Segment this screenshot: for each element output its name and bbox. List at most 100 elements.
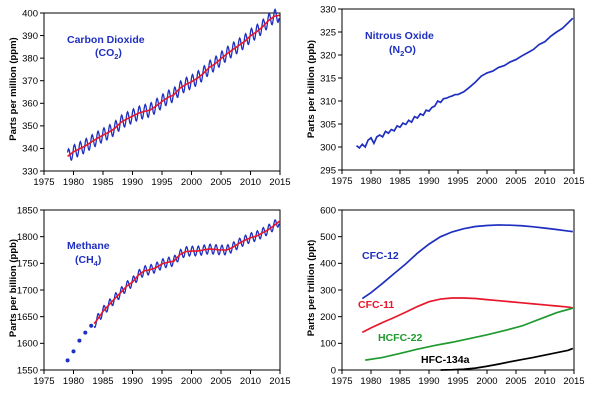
- panel-halocarbons: Parts per trillion (ppt) 0 100 200 300 400 50…: [306, 205, 585, 387]
- x-tick-label: 1995: [151, 376, 172, 387]
- series-label-cfc-12: CFC-12: [362, 250, 399, 262]
- x-tick-label: 2015: [269, 177, 290, 188]
- x-tick-label: 1980: [360, 376, 381, 387]
- y-tick-label: 400: [22, 8, 38, 19]
- y-tick-label: 305: [320, 119, 336, 130]
- x-tick-label: 1980: [360, 176, 381, 187]
- y-tick-label: 1700: [17, 285, 38, 296]
- y-tick-label: 500: [320, 232, 336, 243]
- x-tick-label: 1985: [92, 376, 113, 387]
- annotation-label: (CH4): [75, 254, 101, 268]
- annotation-label: Carbon Dioxide: [67, 34, 145, 46]
- x-tick-label: 2010: [240, 376, 261, 387]
- y-tick-label: 1800: [17, 232, 38, 243]
- x-tick-label: 2010: [534, 176, 555, 187]
- y-tick-label: 295: [320, 165, 336, 176]
- series-label-hfc-134a: HFC-134a: [421, 354, 470, 366]
- y-tick-label: 330: [22, 166, 38, 177]
- y-tick-label: 300: [320, 142, 336, 153]
- y-tick-label: 310: [320, 96, 336, 107]
- x-tick-label: 1980: [63, 376, 84, 387]
- x-tick-label: 1990: [418, 176, 439, 187]
- series-line-series-line: [355, 17, 574, 150]
- y-tick-label: 100: [320, 339, 336, 350]
- annotation-label: (N2O): [389, 44, 416, 58]
- series-line-trend: [93, 220, 280, 325]
- data-point: [83, 330, 88, 335]
- y-axis-label: Parts per trillion (ppt): [306, 240, 317, 337]
- x-tick-label: 2005: [505, 376, 526, 387]
- x-tick-label: 1980: [63, 177, 84, 188]
- x-tick-label: 2000: [181, 177, 202, 188]
- series-label-hcfc-22: HCFC-22: [378, 332, 422, 344]
- x-tick-label: 1995: [151, 177, 172, 188]
- series-line-cfc-12: [361, 224, 573, 300]
- annotation-label: Nitrous Oxide: [365, 30, 434, 42]
- x-tick-label: 1985: [92, 177, 113, 188]
- y-tick-label: 360: [22, 99, 38, 110]
- y-axis-label: Parts per million (ppm): [8, 37, 19, 140]
- y-tick-label: 400: [320, 259, 336, 270]
- panel-methane: Parts per billion (ppb) 1550 1600 1650 1700…: [8, 205, 291, 387]
- series-line-trend: [67, 14, 280, 157]
- series-line-hfc-134a: [440, 347, 574, 371]
- data-point: [89, 323, 94, 328]
- x-tick-label: 2015: [563, 376, 584, 387]
- y-tick-label: 0: [331, 365, 336, 376]
- y-tick-label: 325: [320, 27, 336, 38]
- x-tick-label: 1975: [331, 176, 352, 187]
- panel-nitrous-oxide: Parts per billion (ppb) 295 300 305 310 315 3…: [306, 4, 585, 187]
- series-label-cfc-11: CFC-11: [358, 299, 394, 311]
- x-tick-label: 2005: [210, 177, 231, 188]
- x-tick-label: 1985: [389, 176, 410, 187]
- y-tick-label: 350: [22, 121, 38, 132]
- annotation-label: (CO2): [95, 47, 122, 61]
- series-line-monthly: [93, 218, 280, 329]
- panel-carbon-dioxide: Parts per million (ppm) 330 340 350 360 370 3…: [8, 8, 291, 188]
- data-point: [65, 358, 70, 363]
- x-tick-label: 2005: [210, 376, 231, 387]
- y-tick-label: 200: [320, 312, 336, 323]
- series-line-hcfc-22: [365, 307, 574, 361]
- plot-frame: [341, 209, 575, 371]
- y-tick-label: 320: [320, 50, 336, 61]
- y-tick-label: 380: [22, 53, 38, 64]
- x-tick-label: 2005: [505, 176, 526, 187]
- x-tick-label: 1990: [122, 177, 143, 188]
- y-tick-label: 390: [22, 31, 38, 42]
- x-tick-label: 2010: [534, 376, 555, 387]
- series-line-cfc-11: [361, 297, 573, 334]
- x-tick-label: 1975: [33, 376, 54, 387]
- x-tick-label: 2000: [476, 176, 497, 187]
- y-tick-label: 315: [320, 73, 336, 84]
- x-tick-label: 2015: [563, 176, 584, 187]
- y-tick-label: 1600: [17, 339, 38, 350]
- y-tick-label: 1550: [17, 365, 38, 376]
- data-point: [71, 349, 76, 354]
- y-tick-label: 1750: [17, 259, 38, 270]
- x-tick-label: 1975: [33, 177, 54, 188]
- y-axis-label: Parts per billion (ppb): [306, 40, 317, 138]
- x-tick-label: 2000: [476, 376, 497, 387]
- x-tick-label: 1995: [447, 176, 468, 187]
- x-tick-label: 1990: [418, 376, 439, 387]
- y-tick-label: 1850: [17, 205, 38, 216]
- y-tick-label: 340: [22, 144, 38, 155]
- x-tick-label: 1975: [331, 376, 352, 387]
- y-tick-label: 600: [320, 205, 336, 216]
- x-tick-label: 1990: [122, 376, 143, 387]
- y-tick-label: 370: [22, 76, 38, 87]
- annotation-label: Methane: [67, 240, 110, 252]
- y-tick-label: 330: [320, 4, 336, 15]
- y-axis-label: Parts per billion (ppb): [8, 239, 19, 337]
- data-point: [77, 338, 82, 343]
- plot-frame: [43, 209, 281, 371]
- y-tick-label: 300: [320, 285, 336, 296]
- x-tick-label: 2010: [240, 177, 261, 188]
- x-tick-label: 2000: [181, 376, 202, 387]
- x-tick-label: 1995: [447, 376, 468, 387]
- y-tick-label: 1650: [17, 312, 38, 323]
- x-tick-label: 1985: [389, 376, 410, 387]
- x-tick-label: 2015: [269, 376, 290, 387]
